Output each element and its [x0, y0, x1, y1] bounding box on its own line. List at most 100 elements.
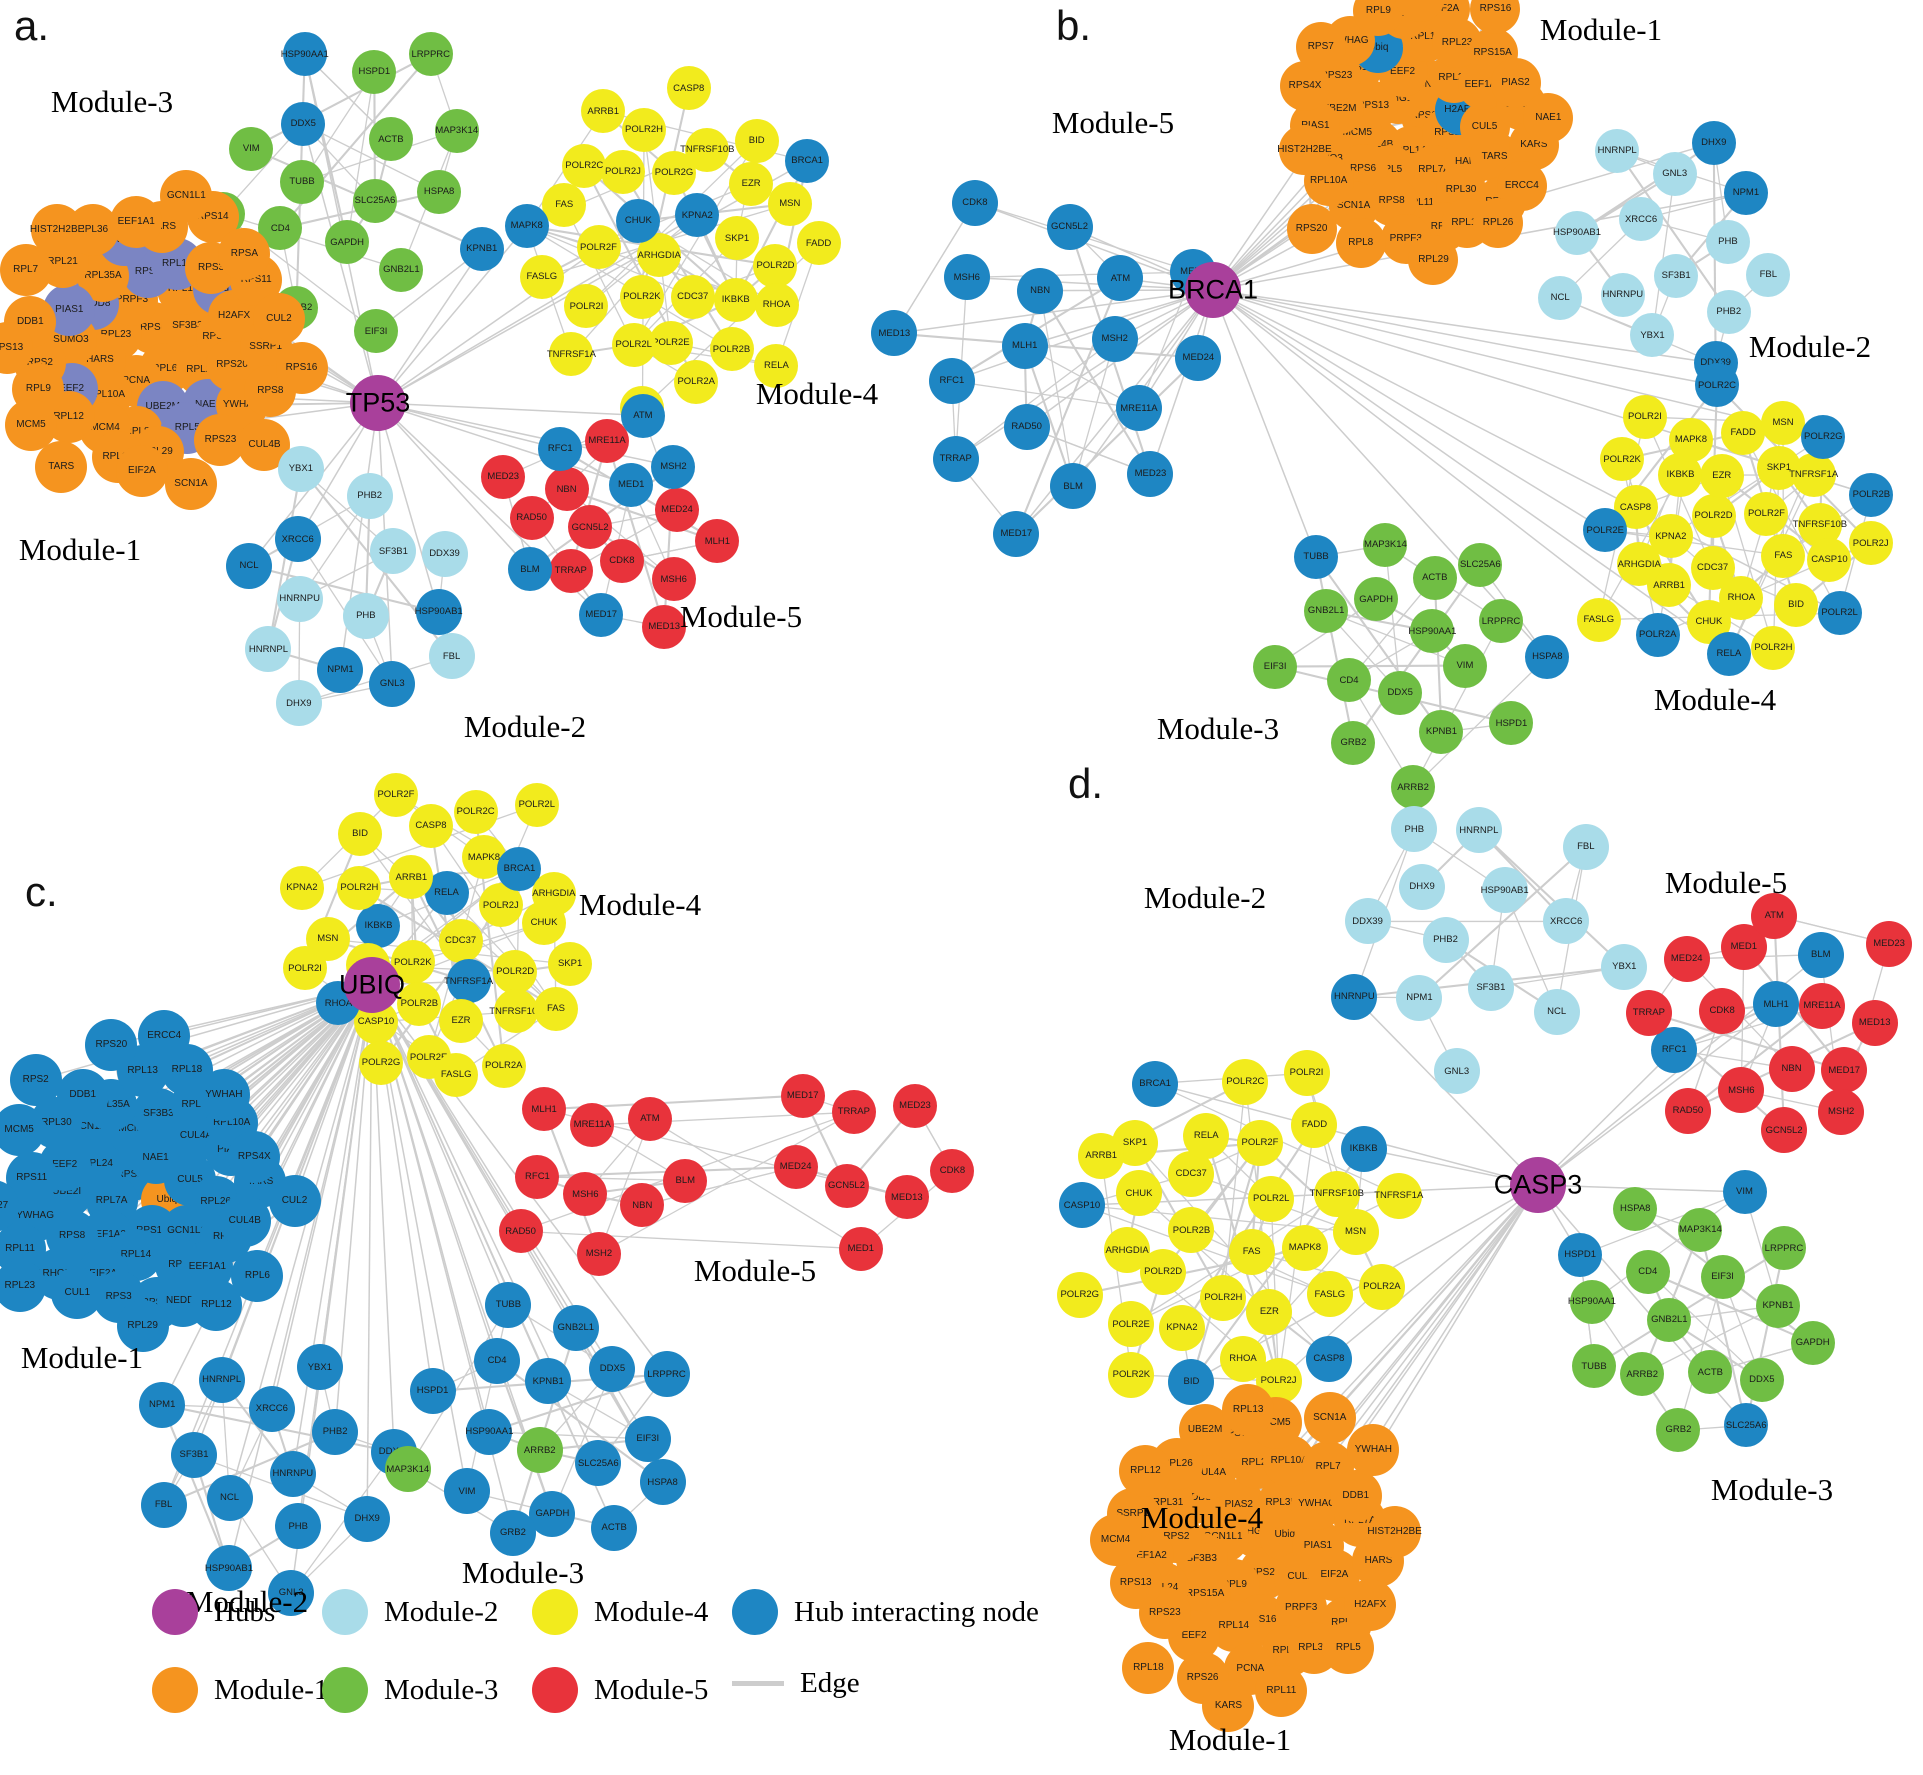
node-POLR2E[interactable]: POLR2E — [1583, 508, 1628, 553]
node-CASP8[interactable]: CASP8 — [666, 66, 711, 111]
node-MAPK8[interactable]: MAPK8 — [504, 204, 549, 249]
node-MED24[interactable]: MED24 — [655, 488, 699, 533]
node-POLR2F[interactable]: POLR2F — [373, 772, 418, 817]
node-POLR2I[interactable]: POLR2I — [283, 946, 328, 991]
node-BRCA1[interactable]: BRCA1 — [1132, 1060, 1179, 1107]
node-IKBKB[interactable]: IKBKB — [713, 277, 758, 322]
node-TARS[interactable]: TARS — [35, 440, 88, 493]
node-POLR2I[interactable]: POLR2I — [564, 284, 609, 329]
node-HSP90AB1[interactable]: HSP90AB1 — [1481, 867, 1529, 914]
node-POLR2G[interactable]: POLR2G — [1056, 1271, 1103, 1318]
node-XRCC6[interactable]: XRCC6 — [274, 516, 321, 563]
node-LRPPRC[interactable]: LRPPRC — [1479, 599, 1524, 644]
node-POLR2F[interactable]: POLR2F — [1744, 491, 1789, 536]
node-HIST2H2BE[interactable]: HIST2H2BE — [30, 203, 84, 256]
node-POLR2B[interactable]: POLR2B — [1168, 1207, 1215, 1254]
node-MAP3K14[interactable]: MAP3K14 — [1363, 523, 1408, 568]
node-ARRB1[interactable]: ARRB1 — [581, 89, 626, 134]
node-BLM[interactable]: BLM — [507, 547, 552, 592]
node-KPNB1[interactable]: KPNB1 — [1756, 1283, 1801, 1328]
node-RPL23[interactable]: RPL23 — [0, 1259, 46, 1312]
node-GNB2L1[interactable]: GNB2L1 — [552, 1304, 599, 1351]
node-KPNB1[interactable]: KPNB1 — [1419, 710, 1464, 755]
node-RPL29[interactable]: RPL29 — [1408, 234, 1459, 285]
node-CDC37[interactable]: CDC37 — [438, 919, 483, 964]
node-FBL[interactable]: FBL — [428, 633, 475, 680]
node-GRB2[interactable]: GRB2 — [1656, 1408, 1701, 1453]
node-PHB[interactable]: PHB — [275, 1503, 322, 1550]
node-RPL5[interactable]: RPL5 — [1322, 1621, 1375, 1674]
node-HIST2H2BE[interactable]: HIST2H2BE — [1277, 125, 1332, 176]
node-MAPK8[interactable]: MAPK8 — [1668, 418, 1713, 463]
node-CASP8[interactable]: CASP8 — [1305, 1335, 1352, 1382]
node-TUBB[interactable]: TUBB — [485, 1281, 532, 1328]
node-SKP1[interactable]: SKP1 — [715, 216, 760, 261]
node-RFC1[interactable]: RFC1 — [538, 426, 583, 471]
node-POLR2E[interactable]: POLR2E — [1108, 1301, 1155, 1348]
node-MCM4[interactable]: MCM4 — [1089, 1513, 1142, 1566]
node-NPM1[interactable]: NPM1 — [1396, 974, 1443, 1021]
node-SKP1[interactable]: SKP1 — [548, 942, 593, 987]
node-POLR2L[interactable]: POLR2L — [1817, 591, 1862, 636]
node-NBN[interactable]: NBN — [544, 467, 589, 512]
node-HSP90AB1[interactable]: HSP90AB1 — [1553, 211, 1601, 256]
node-POLR2B[interactable]: POLR2B — [397, 981, 442, 1026]
node-LRPPRC[interactable]: LRPPRC — [643, 1351, 690, 1398]
node-CUL1[interactable]: CUL1 — [1394, 0, 1445, 22]
node-HNRNPU[interactable]: HNRNPU — [276, 576, 323, 623]
node-HSP90AA1[interactable]: HSP90AA1 — [465, 1408, 513, 1455]
node-GCN5L2[interactable]: GCN5L2 — [1761, 1107, 1808, 1154]
hub-node-BRCA1[interactable] — [1185, 262, 1241, 318]
node-POLR2B[interactable]: POLR2B — [709, 327, 754, 372]
node-CHUK[interactable]: CHUK — [1115, 1170, 1162, 1217]
node-POLR2C[interactable]: POLR2C — [1694, 363, 1739, 408]
node-POLR2D[interactable]: POLR2D — [753, 243, 798, 288]
node-HNRNPU[interactable]: HNRNPU — [1331, 974, 1378, 1021]
node-EZR[interactable]: EZR — [1246, 1289, 1293, 1336]
node-FBL[interactable]: FBL — [140, 1482, 187, 1529]
node-SF3B1[interactable]: SF3B1 — [171, 1432, 218, 1479]
node-YBX1[interactable]: YBX1 — [296, 1344, 343, 1391]
node-TRRAP[interactable]: TRRAP — [932, 435, 979, 482]
node-FADD[interactable]: FADD — [1721, 410, 1766, 455]
node-NPM1[interactable]: NPM1 — [317, 647, 364, 694]
node-ACTB[interactable]: ACTB — [591, 1504, 638, 1551]
node-CHUK[interactable]: CHUK — [616, 199, 661, 244]
node-CUL2[interactable]: CUL2 — [252, 292, 305, 345]
node-POLR2K[interactable]: POLR2K — [619, 274, 664, 319]
node-ARRB2[interactable]: ARRB2 — [1620, 1352, 1665, 1397]
node-EIF3I[interactable]: EIF3I — [1253, 644, 1298, 689]
node-POLR2H[interactable]: POLR2H — [1200, 1275, 1247, 1322]
node-YWHAH[interactable]: YWHAH — [1347, 1423, 1400, 1476]
node-NCL[interactable]: NCL — [1538, 275, 1583, 320]
node-BRCA1[interactable]: BRCA1 — [785, 139, 830, 184]
node-DHX9[interactable]: DHX9 — [275, 680, 322, 727]
node-RELA[interactable]: RELA — [1183, 1112, 1230, 1159]
node-MAP3K14[interactable]: MAP3K14 — [434, 108, 479, 153]
node-ARRB2[interactable]: ARRB2 — [1391, 765, 1436, 810]
hub-node-UBIQ[interactable] — [344, 957, 400, 1013]
node-EEF1A1[interactable]: EEF1A1 — [110, 196, 163, 249]
node-FADD[interactable]: FADD — [1291, 1101, 1338, 1148]
node-MED17[interactable]: MED17 — [579, 592, 624, 637]
node-NAE1[interactable]: NAE1 — [1523, 93, 1574, 144]
node-HSPA8[interactable]: HSPA8 — [1525, 635, 1570, 680]
node-POLR2C[interactable]: POLR2C — [562, 143, 607, 188]
node-RPL7[interactable]: RPL7 — [0, 243, 52, 296]
node-VIM[interactable]: VIM — [1442, 643, 1487, 688]
node-POLR2A[interactable]: POLR2A — [674, 360, 719, 405]
node-MAP3K14[interactable]: MAP3K14 — [384, 1446, 431, 1493]
node-MED17[interactable]: MED17 — [1821, 1047, 1868, 1094]
node-BID[interactable]: BID — [734, 118, 779, 163]
node-RPS2[interactable]: RPS2 — [9, 1054, 62, 1107]
node-FAS[interactable]: FAS — [533, 986, 578, 1031]
node-SCN1A[interactable]: SCN1A — [1303, 1391, 1356, 1444]
node-DDX5[interactable]: DDX5 — [589, 1345, 636, 1392]
node-ATM[interactable]: ATM — [620, 393, 665, 438]
node-HIST2H2BE[interactable]: HIST2H2BE — [1367, 1505, 1422, 1558]
node-PHB2[interactable]: PHB2 — [1706, 289, 1751, 334]
node-FADD[interactable]: FADD — [796, 221, 841, 266]
node-TRRAP[interactable]: TRRAP — [1625, 989, 1672, 1036]
node-MLH1[interactable]: MLH1 — [1753, 981, 1800, 1028]
node-MSH2[interactable]: MSH2 — [576, 1231, 621, 1276]
